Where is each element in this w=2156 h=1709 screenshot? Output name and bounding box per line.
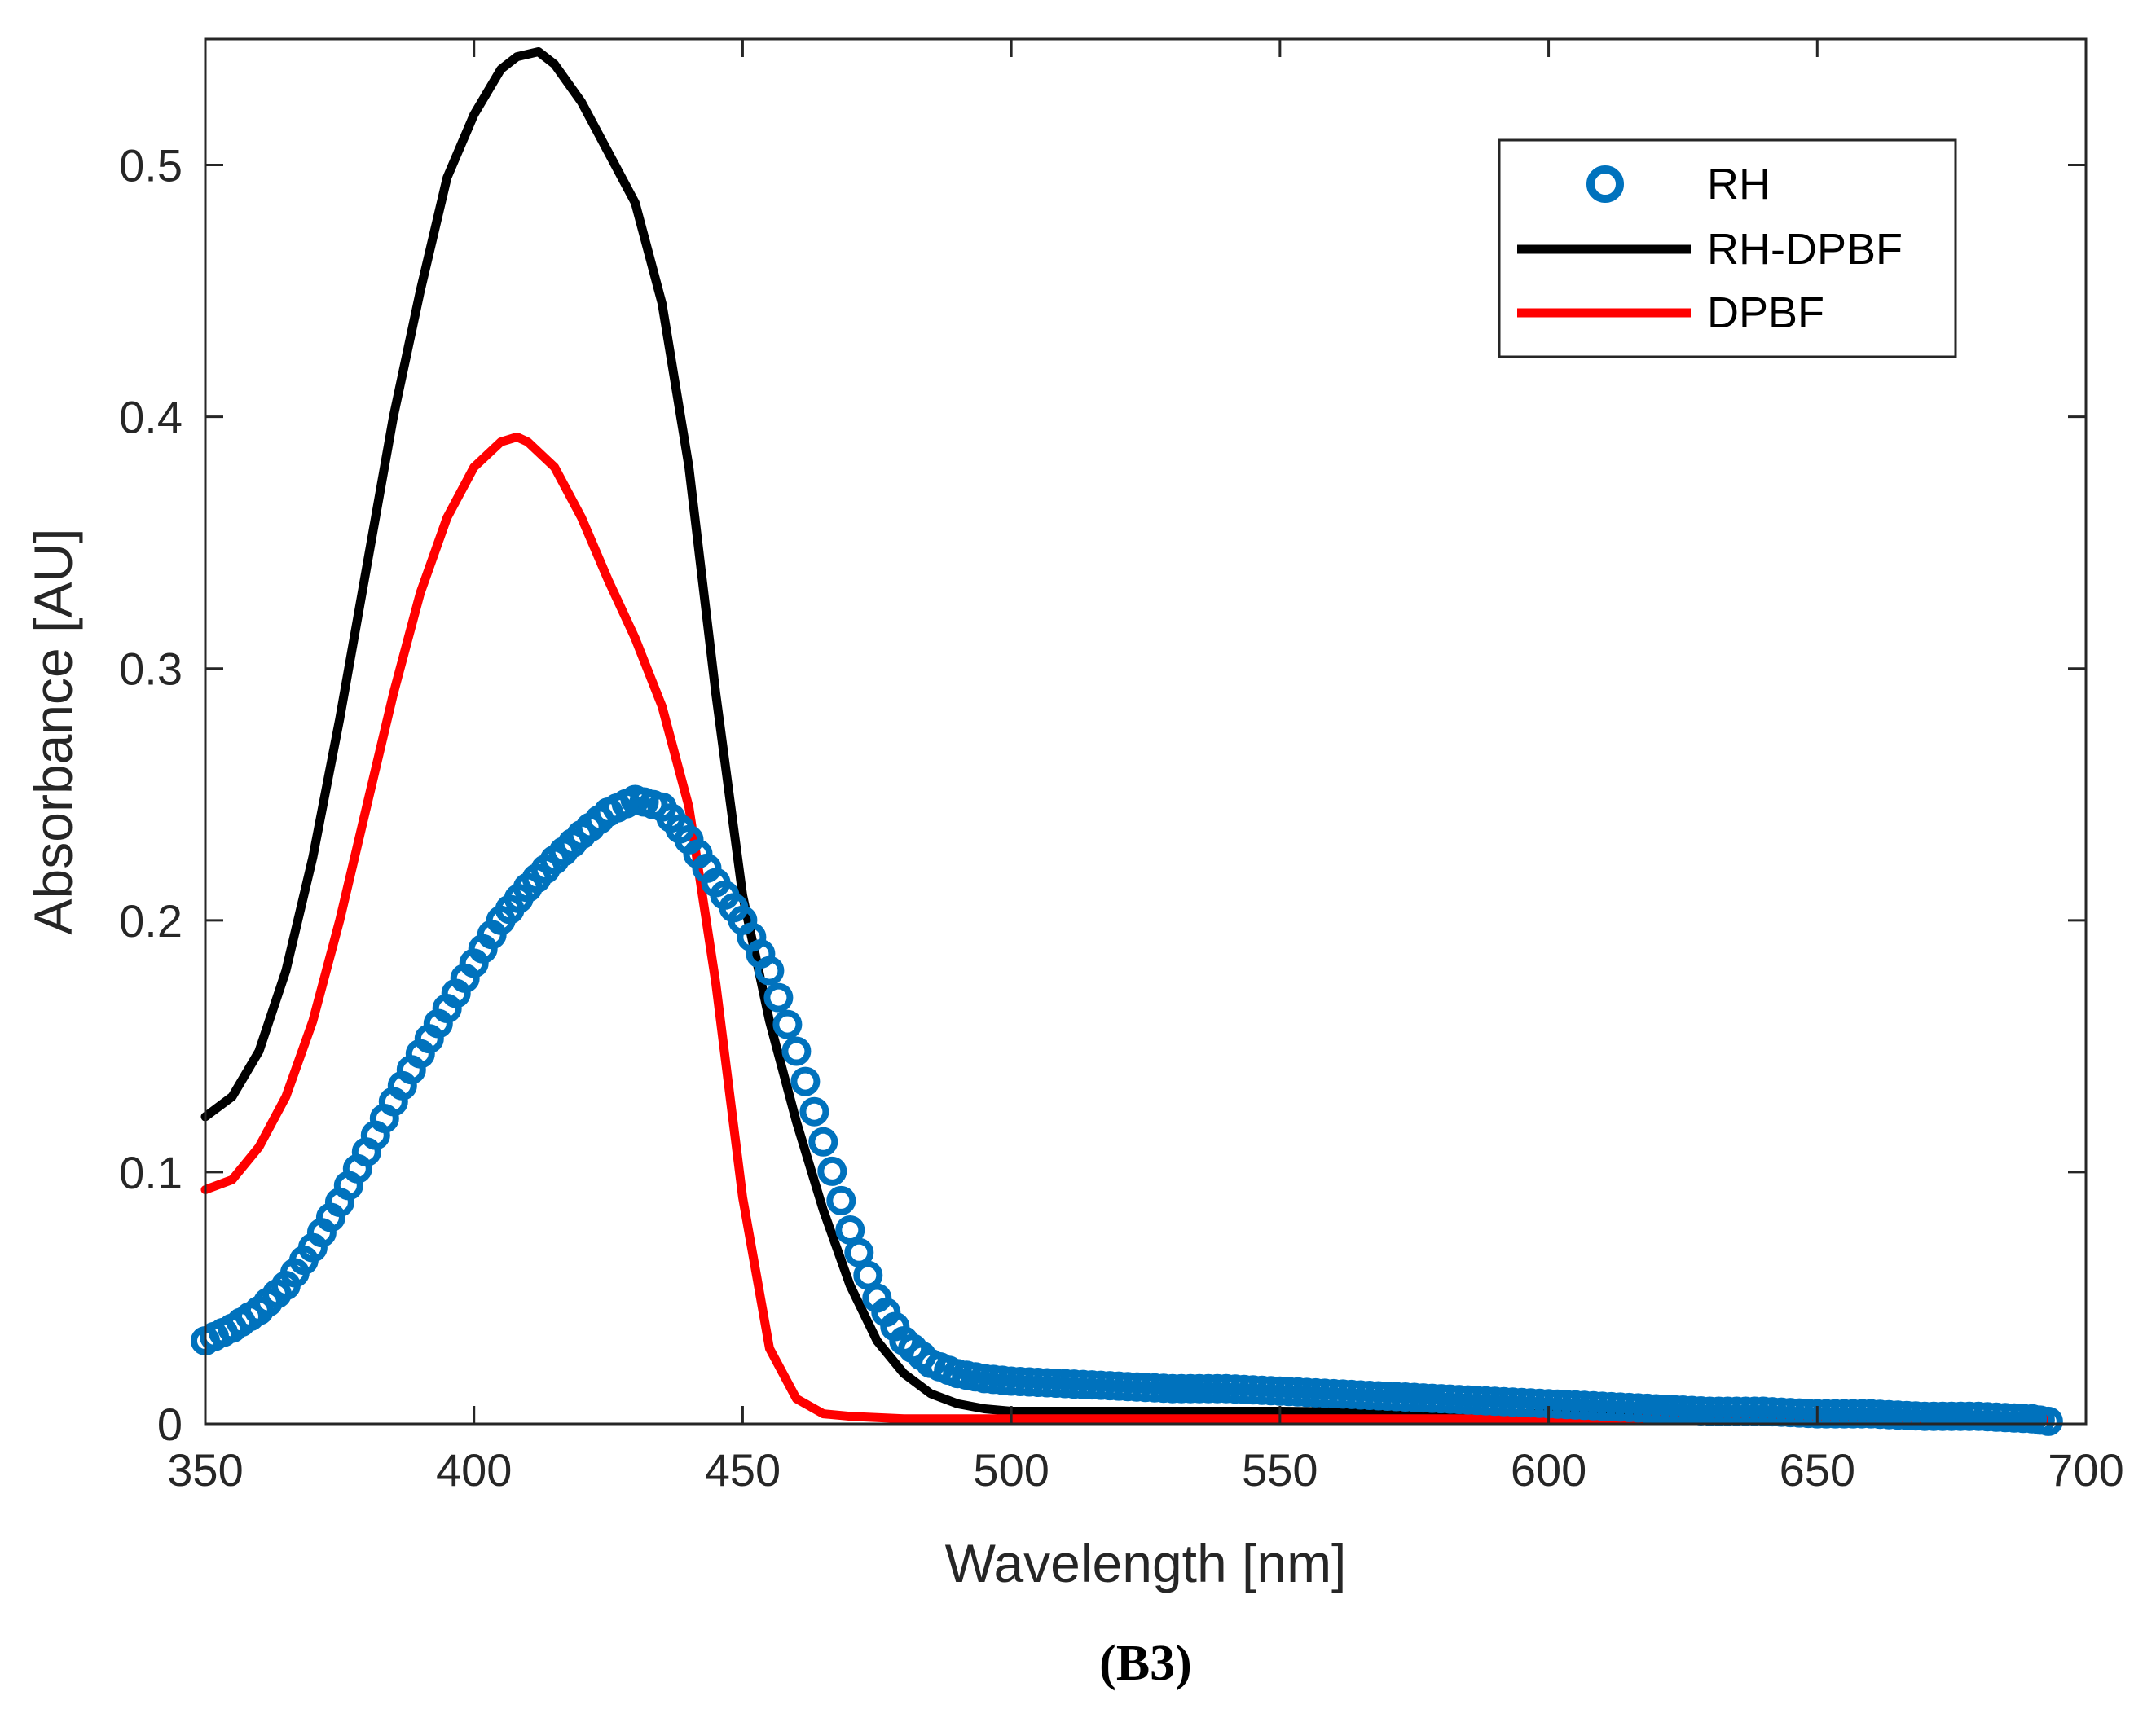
x-tick-label: 650 [1780,1444,1855,1496]
x-axis-title: Wavelength [nm] [945,1533,1347,1593]
rh-marker [781,1036,812,1066]
x-tick-label: 350 [167,1444,243,1496]
series-layer [191,47,2063,1436]
y-tick-label: 0.5 [119,140,183,191]
rh-marker [763,982,794,1013]
legend-label-rh: RH [1707,160,1771,209]
y-tick-label: 0.4 [119,392,183,443]
y-axis-title: Absorbance [AU] [23,529,83,935]
rh-marker [799,1096,829,1127]
legend-label-rh-dpbf: RH-DPBF [1707,225,1903,274]
rh-marker [790,1066,821,1096]
y-tick-label: 0 [157,1399,183,1450]
panel-label: (B3) [1099,1636,1192,1691]
y-tick-label: 0.1 [119,1147,183,1198]
legend-swatch-rh [1586,165,1624,203]
series-line-dpbf [200,432,2053,1424]
x-tick-label: 550 [1242,1444,1318,1496]
rh-marker [817,1156,847,1186]
x-tick-label: 450 [705,1444,781,1496]
tick-layer: 350 400 450 500 550 600 650 700 0 0.1 0.2 0.3 0.4 0.5 [119,39,2124,1496]
rh-marker [826,1185,856,1215]
rh-marker [772,1009,803,1039]
legend-label-dpbf: DPBF [1707,288,1824,337]
y-tick-label: 0.2 [119,895,183,947]
rh-marker [755,956,785,986]
rh-marker [808,1127,838,1157]
series-markers-rh [191,784,2063,1436]
x-tick-label: 500 [973,1444,1049,1496]
legend: RH RH-DPBF DPBF [1498,138,1957,358]
x-tick-label: 600 [1511,1444,1586,1496]
series-line-rh-dpbf [200,47,2053,1421]
x-tick-label: 700 [2048,1444,2123,1496]
y-tick-label: 0.3 [119,644,183,695]
plot-frame [204,37,2088,1426]
rh-marker [2033,1406,2063,1436]
x-tick-label: 400 [436,1444,512,1496]
